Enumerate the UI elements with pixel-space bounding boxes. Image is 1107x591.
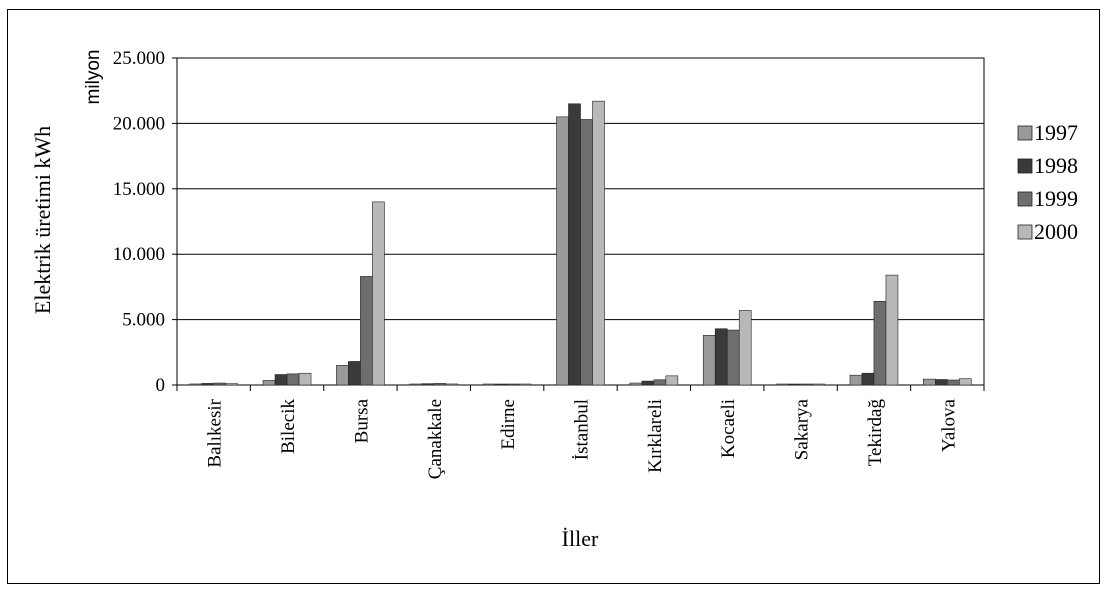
bar-2000-Edirne: [518, 383, 532, 386]
bar-2000-Kocaeli: [738, 310, 752, 386]
y-tick-label: 10.000: [113, 244, 165, 265]
bar-1997-Kocaeli: [702, 334, 716, 386]
chart-frame: [7, 9, 1100, 584]
legend-label-1997: 1997: [1034, 120, 1078, 145]
bar-1999-Bilecik: [286, 373, 300, 386]
legend: 1997 1998 1999 2000: [1017, 120, 1078, 244]
bar-2000-Bilecik: [298, 372, 312, 386]
bar-1998-Çanakkale: [421, 383, 435, 386]
bar-1997-Bilecik: [262, 380, 276, 386]
x-tick-label: Sakarya: [792, 398, 813, 460]
bar-2000-Bursa: [372, 201, 385, 386]
bars: [189, 100, 972, 386]
bar-1998-Sakarya: [788, 383, 801, 386]
legend-swatch-2000: [1017, 224, 1033, 240]
y-axis-title: Elektrik üretimi kWh: [30, 126, 55, 314]
x-axis-ticks: Balıkesir Bilecik Bursa Çanakkale Edirne İsta…: [176, 385, 985, 479]
bar-1997-Sakarya: [776, 383, 789, 386]
legend-label-2000: 2000: [1034, 219, 1078, 244]
bar-1997-Kırklareli: [629, 382, 643, 386]
bar-2000-Kırklareli: [665, 375, 679, 386]
legend-swatch-1999: [1017, 191, 1033, 207]
bar-1997-Çanakkale: [409, 383, 423, 386]
x-tick-label: Bursa: [351, 398, 372, 443]
y-axis-ticks: 0 5.000 10.000 15.000 20.000 25.000: [113, 48, 177, 396]
bar-1998-Tekirdağ: [861, 372, 875, 386]
y-tick-label: 15.000: [113, 179, 165, 200]
bar-1998-İstanbul: [568, 103, 581, 386]
y-tick-label: 5.000: [122, 310, 165, 331]
bar-1999-Sakarya: [800, 383, 813, 386]
bar-1998-Kırklareli: [641, 380, 655, 386]
bar-1999-Tekirdağ: [873, 300, 887, 386]
legend-swatch-1997: [1017, 125, 1033, 141]
bar-1998-Edirne: [494, 383, 508, 386]
bar-2000-Yalova: [959, 378, 972, 386]
legend-swatch-1998: [1017, 158, 1033, 174]
x-tick-label: Kırklareli: [645, 399, 666, 473]
x-tick-label: Çanakkale: [425, 399, 446, 479]
bar-1997-Bursa: [336, 365, 349, 386]
bar-1999-Yalova: [947, 379, 960, 386]
bar-1999-İstanbul: [580, 119, 593, 386]
x-axis-title: İller: [562, 526, 599, 551]
bar-1999-Kocaeli: [726, 329, 740, 386]
x-tick-label: Kocaeli: [718, 399, 739, 458]
bar-1998-Balıkesir: [201, 383, 214, 386]
bar-1999-Çanakkale: [433, 383, 447, 386]
x-tick-label: Bilecik: [278, 399, 299, 454]
y-tick-label: 25.000: [113, 48, 165, 69]
bar-2000-Balıkesir: [225, 383, 238, 386]
x-tick-label: Yalova: [938, 398, 959, 452]
bar-1999-Balıkesir: [213, 382, 226, 386]
y-tick-label: 0: [156, 375, 166, 396]
y-axis-unit-label: milyon: [83, 50, 104, 105]
bar-2000-Sakarya: [812, 383, 825, 386]
bar-1999-Kırklareli: [653, 379, 667, 386]
legend-label-1999: 1999: [1034, 186, 1078, 211]
bar-1997-Balıkesir: [189, 383, 202, 386]
x-tick-label: Tekirdağ: [865, 399, 886, 467]
bar-2000-Tekirdağ: [885, 274, 899, 386]
y-tick-label: 20.000: [113, 113, 165, 134]
x-tick-label: İstanbul: [572, 399, 593, 460]
bar-1998-Yalova: [935, 379, 948, 386]
legend-label-1998: 1998: [1034, 153, 1078, 178]
bar-1997-Edirne: [482, 383, 496, 386]
bar-1997-Tekirdağ: [849, 374, 863, 386]
bar-1999-Edirne: [506, 383, 520, 386]
bar-1998-Bilecik: [274, 374, 288, 386]
bar-1999-Bursa: [360, 276, 373, 386]
bar-1998-Bursa: [348, 361, 361, 386]
x-tick-label: Edirne: [498, 399, 519, 450]
x-tick-label: Balıkesir: [205, 398, 226, 467]
bar-1997-İstanbul: [556, 116, 569, 386]
bar-2000-Çanakkale: [445, 383, 459, 386]
bar-1998-Kocaeli: [714, 328, 728, 386]
bar-1997-Yalova: [923, 378, 936, 386]
bar-2000-İstanbul: [592, 100, 605, 386]
